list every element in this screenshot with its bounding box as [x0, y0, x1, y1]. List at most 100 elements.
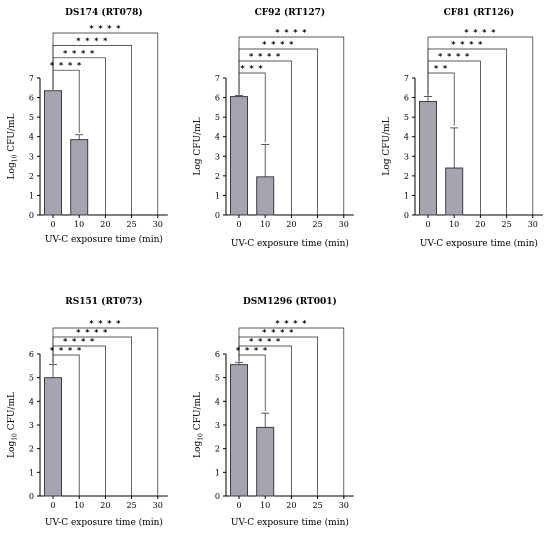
y-tick-label: 1: [215, 468, 220, 477]
y-tick-label: 4: [404, 133, 409, 142]
y-tick-label: 2: [29, 445, 34, 454]
y-tick-label: 5: [404, 113, 409, 122]
significance-stars: * * * *: [249, 337, 281, 346]
y-tick-label: 3: [215, 421, 220, 430]
x-tick-label: 30: [339, 220, 349, 229]
y-axis-label-unit: CFU/mL: [7, 392, 17, 433]
significance-stars: * * * *: [451, 40, 483, 49]
significance-stars: * * * *: [275, 28, 307, 37]
y-tick-label: 1: [215, 191, 220, 200]
bar-0: [230, 96, 248, 216]
bar-10: [256, 426, 275, 497]
x-tick-label: 25: [313, 220, 323, 229]
significance-stars: * * * *: [76, 36, 108, 45]
bar-0: [230, 364, 248, 497]
y-tick-label: 5: [215, 374, 220, 383]
y-axis-label: Log CFU/mL: [193, 117, 203, 175]
y-tick-label: 0: [215, 492, 220, 501]
y-tick-label: 0: [215, 211, 220, 220]
y-tick-label: 6: [29, 94, 34, 103]
significance-stars: * * * *: [63, 49, 95, 58]
x-tick-label: 0: [236, 220, 241, 229]
y-axis-label-unit: CFU/mL: [193, 392, 203, 433]
y-axis-label-subscript: 10: [12, 154, 19, 162]
y-tick-label: 3: [215, 152, 220, 161]
y-axis-label-subscript: 10: [198, 433, 205, 441]
x-axis-label: UV-C exposure time (min): [420, 238, 538, 249]
y-axis-label-main: Log CFU/mL: [382, 117, 392, 175]
y-tick-label: 1: [404, 191, 409, 200]
significance-bracket: [238, 327, 345, 496]
x-tick-label: 25: [127, 501, 137, 510]
chart-panel-1: DS174 (RT078) 0 1 2 3 4 5 6 7 0 10 20 25 30 * * * * * *…: [7, 7, 168, 245]
significance-stars: * * * *: [89, 319, 121, 328]
x-axis-label: UV-C exposure time (min): [231, 238, 349, 249]
bar-0: [44, 90, 62, 216]
y-tick-label: 1: [29, 468, 34, 477]
y-tick-label: 4: [29, 133, 34, 142]
x-tick-label: 20: [286, 220, 296, 229]
y-axis-label-main: Log: [193, 441, 203, 458]
significance-stars: * * * *: [275, 319, 307, 328]
y-tick-label: 2: [215, 445, 220, 454]
significance-bracket: [52, 336, 132, 496]
significance-stars: * * *: [241, 64, 264, 73]
bar-10: [256, 176, 275, 216]
y-axis-label: Log CFU/mL: [382, 117, 392, 175]
significance-stars: * * * *: [89, 24, 121, 33]
y-axis-label: Log10 CFU/mL: [193, 392, 205, 458]
significance-stars: * * * *: [50, 346, 82, 355]
y-tick-label: 0: [29, 492, 34, 501]
y-tick-label: 6: [215, 350, 220, 359]
x-tick-label: 0: [50, 501, 55, 510]
y-axis-label-subscript: 10: [12, 433, 19, 441]
significance-bracket: [427, 36, 534, 215]
y-tick-label: 6: [215, 94, 220, 103]
y-tick-label: 4: [29, 397, 34, 406]
significance-stars: * * * *: [249, 52, 281, 61]
significance-stars: * * * *: [76, 328, 108, 337]
y-tick-label: 2: [404, 172, 409, 181]
y-tick-label: 7: [29, 74, 34, 83]
chart-title: CF81 (RT126): [444, 7, 515, 18]
significance-stars: * *: [434, 64, 448, 73]
y-tick-label: 6: [29, 350, 34, 359]
x-axis-label: UV-C exposure time (min): [45, 517, 163, 528]
x-tick-label: 0: [236, 501, 241, 510]
chart-title: CF92 (RT127): [255, 7, 326, 18]
x-tick-label: 25: [313, 501, 323, 510]
x-axis-label: UV-C exposure time (min): [45, 234, 163, 245]
y-axis-label-main: Log: [7, 162, 17, 179]
significance-bracket: [52, 45, 132, 215]
significance-bracket: [52, 32, 159, 215]
significance-stars: * * * *: [262, 40, 294, 49]
x-tick-label: 10: [74, 501, 84, 510]
x-tick-label: 20: [286, 501, 296, 510]
x-tick-label: 10: [260, 220, 270, 229]
y-tick-label: 4: [215, 133, 220, 142]
y-tick-label: 2: [215, 172, 220, 181]
x-tick-label: 0: [425, 220, 430, 229]
x-tick-label: 10: [74, 220, 84, 229]
y-tick-label: 4: [215, 397, 220, 406]
y-tick-label: 5: [29, 113, 34, 122]
y-tick-label: 3: [29, 152, 34, 161]
chart-panel-3: CF81 (RT126) 0 1 2 3 4 5 6 7 0 10 20 25 30 * * * * * * *…: [382, 7, 543, 249]
y-axis-label: Log10 CFU/mL: [7, 114, 19, 180]
x-tick-label: 30: [153, 501, 163, 510]
x-tick-label: 20: [100, 220, 110, 229]
x-tick-label: 30: [528, 220, 538, 229]
y-tick-label: 6: [404, 94, 409, 103]
chart-title: DSM1296 (RT001): [243, 296, 337, 307]
significance-stars: * * * *: [262, 328, 294, 337]
x-tick-label: 25: [502, 220, 512, 229]
y-tick-label: 2: [29, 172, 34, 181]
chart-title: DS174 (RT078): [65, 7, 143, 18]
significance-stars: * * * *: [63, 337, 95, 346]
x-tick-label: 25: [127, 220, 137, 229]
x-tick-label: 30: [339, 501, 349, 510]
y-tick-label: 3: [29, 421, 34, 430]
bar-0: [419, 100, 437, 216]
